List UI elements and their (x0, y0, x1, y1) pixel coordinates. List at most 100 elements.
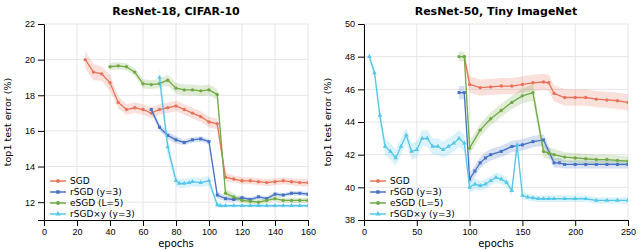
marker (306, 203, 308, 207)
tick-mark (38, 95, 44, 96)
tick-label: 40 (105, 227, 115, 237)
tick: 16 (25, 126, 44, 136)
marker (216, 93, 219, 96)
marker (108, 81, 111, 84)
legend-label: rSGD×y (y=3) (390, 209, 455, 219)
tick-mark (358, 122, 364, 123)
marker (504, 180, 509, 184)
marker (273, 197, 276, 200)
x-axis-title: epochs (478, 238, 514, 249)
tick: 20 (25, 55, 44, 65)
marker (553, 161, 556, 164)
x-axis: 020406080100120140160 (42, 220, 316, 237)
marker (240, 203, 245, 207)
marker (174, 104, 177, 107)
marker (256, 203, 261, 207)
tick-label: 160 (301, 227, 316, 237)
std-band (369, 52, 628, 204)
marker (489, 85, 492, 88)
tick: 250 (621, 220, 636, 237)
marker (150, 108, 153, 111)
marker (117, 64, 120, 67)
marker (521, 83, 524, 86)
tick-mark (38, 202, 44, 203)
marker (542, 138, 545, 141)
tick-label: 120 (235, 227, 250, 237)
std-band (459, 52, 628, 166)
legend-label: eSGD (L=5) (390, 198, 443, 208)
marker (158, 126, 161, 129)
marker (531, 81, 534, 84)
legend-label: eSGD (L=5) (70, 198, 123, 208)
tick-label: 40 (345, 183, 355, 193)
tick-label: 16 (25, 126, 35, 136)
std-band (85, 51, 308, 186)
marker (626, 160, 628, 163)
marker (216, 122, 219, 125)
y-axis: 38404244464850 (345, 19, 365, 225)
marker (158, 108, 161, 111)
tick-mark (38, 167, 44, 168)
grid-line (364, 24, 628, 25)
legend-label: SGD (390, 176, 410, 186)
marker (100, 72, 103, 75)
tick-mark (38, 60, 44, 61)
tick-label: 14 (25, 162, 35, 172)
tick: 48 (345, 52, 364, 62)
legend-marker (56, 201, 60, 205)
grid-line (44, 166, 308, 167)
marker (207, 120, 210, 123)
tick-label: 0 (42, 227, 47, 237)
marker (290, 192, 293, 195)
tick: 120 (235, 220, 250, 237)
marker (430, 144, 435, 148)
marker (552, 92, 555, 95)
tick: 50 (412, 220, 422, 237)
marker (240, 199, 243, 202)
marker (489, 117, 492, 120)
marker (175, 138, 178, 141)
marker (415, 147, 420, 151)
plot-area (367, 52, 628, 204)
tick: 160 (301, 220, 316, 237)
figure: 020406080100120140160121416182022ResNet-… (0, 0, 640, 250)
legend-swatch (370, 191, 386, 193)
y-axis-title: top1 test error (%) (322, 78, 333, 166)
tick-mark (417, 220, 418, 226)
marker (484, 156, 487, 159)
marker (199, 89, 202, 92)
tick: 22 (25, 19, 44, 29)
legend: SGDrSGD (y=3)eSGD (L=5)rSGD×y (y=3) (50, 176, 135, 219)
marker (191, 138, 194, 141)
marker (249, 200, 252, 203)
marker (264, 203, 269, 207)
x-axis-title: epochs (158, 238, 194, 249)
marker (594, 198, 599, 202)
axis-line (358, 25, 365, 221)
marker (199, 115, 202, 118)
marker (479, 161, 482, 164)
marker (290, 180, 293, 183)
tick-mark (358, 89, 364, 90)
grid-line (364, 56, 628, 57)
marker (191, 88, 194, 91)
tick-mark (242, 220, 243, 226)
plot-area (84, 51, 308, 208)
legend-label: rSGD (y=3) (70, 187, 122, 197)
marker (563, 163, 566, 166)
marker (125, 108, 128, 111)
marker (274, 193, 277, 196)
tick-label: 250 (621, 227, 636, 237)
marker (627, 163, 629, 166)
tick: 40 (345, 183, 364, 193)
marker (478, 183, 483, 187)
tick: 100 (463, 220, 478, 237)
marker (187, 180, 192, 184)
grid (364, 24, 628, 220)
marker (463, 91, 466, 94)
marker (393, 155, 398, 159)
marker (467, 185, 472, 189)
marker (265, 181, 268, 184)
tick: 150 (515, 220, 530, 237)
tick-mark (575, 220, 576, 226)
